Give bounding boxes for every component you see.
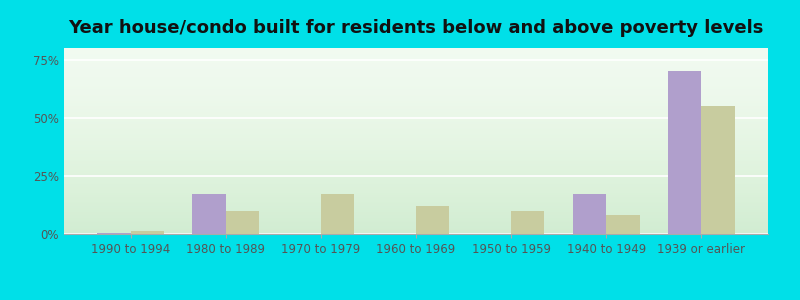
Bar [511,211,545,234]
Bar [606,215,639,234]
Bar [130,230,164,234]
Bar [321,194,354,234]
Bar [702,106,734,234]
Bar [416,206,450,234]
Bar [226,211,259,234]
Bar [668,71,702,234]
Title: Year house/condo built for residents below and above poverty levels: Year house/condo built for residents bel… [68,19,764,37]
Bar [193,194,226,234]
Bar [98,233,130,234]
Bar [573,194,606,234]
